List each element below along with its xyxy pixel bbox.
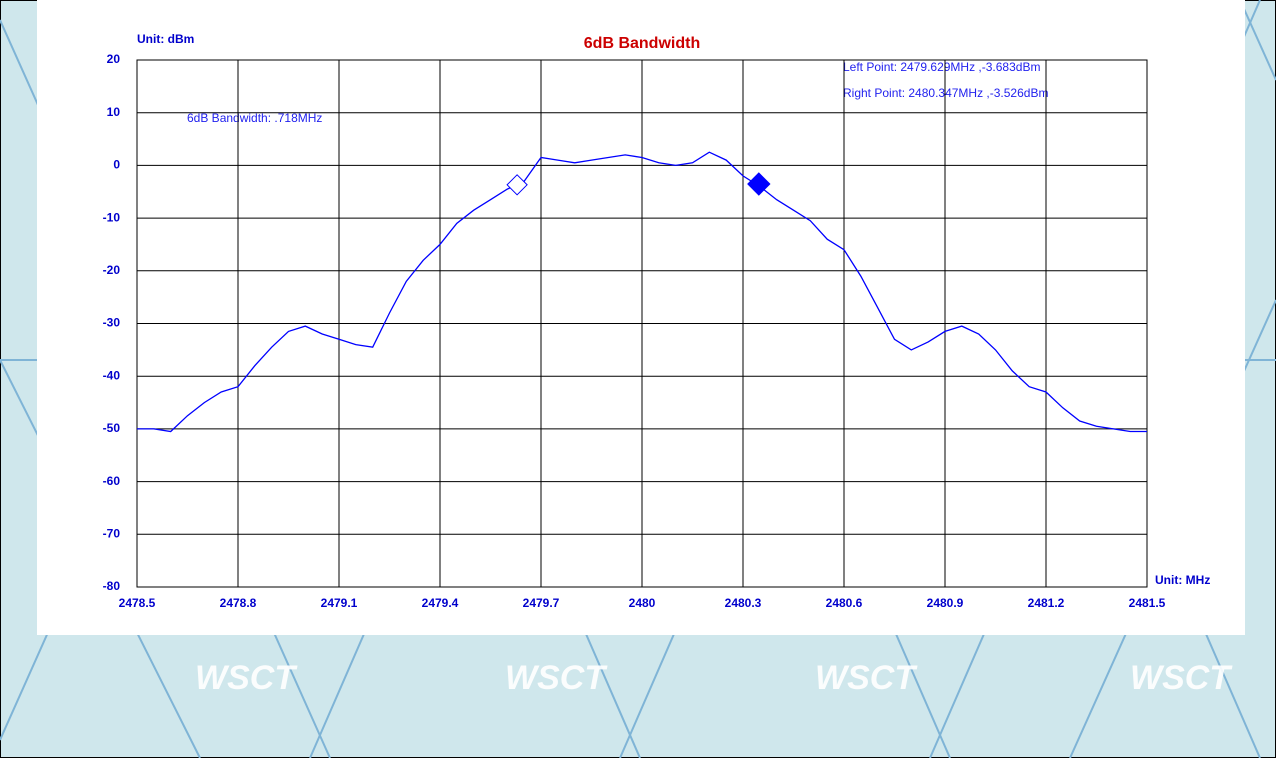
x-tick-label: 2480.3: [725, 596, 762, 610]
marker: [747, 172, 771, 196]
y-unit: Unit: dBm: [137, 32, 194, 46]
chart-panel: [37, 0, 1245, 635]
x-tick-label: 2481.5: [1129, 596, 1166, 610]
y-tick-label: -80: [103, 579, 121, 593]
x-tick-label: 2481.2: [1028, 596, 1065, 610]
right-point-note: Right Point: 2480.347MHz ,-3.526dBm: [843, 86, 1048, 100]
y-tick-label: 20: [107, 52, 121, 66]
chart-title: 6dB Bandwidth: [584, 35, 700, 52]
x-tick-label: 2479.1: [321, 596, 358, 610]
x-tick-label: 2480.6: [826, 596, 863, 610]
y-tick-label: -50: [103, 421, 121, 435]
watermark: WSCT: [505, 659, 608, 697]
y-tick-label: -40: [103, 368, 121, 382]
y-tick-label: 10: [107, 105, 121, 119]
left-point-note: Left Point: 2479.629MHz ,-3.683dBm: [843, 60, 1040, 74]
x-unit: Unit: MHz: [1155, 573, 1210, 587]
bandwidth-note: 6dB Bandwidth: .718MHz: [187, 111, 322, 125]
y-tick-label: -70: [103, 526, 121, 540]
y-tick-label: -60: [103, 474, 121, 488]
watermark: WSCT: [1130, 659, 1233, 697]
x-tick-label: 2478.5: [119, 596, 156, 610]
x-tick-label: 2480.9: [927, 596, 964, 610]
y-tick-label: -20: [103, 263, 121, 277]
watermark: WSCT: [195, 659, 298, 697]
x-tick-label: 2479.4: [422, 596, 459, 610]
x-tick-label: 2478.8: [220, 596, 257, 610]
trace: [137, 151, 1147, 433]
watermark: WSCT: [815, 659, 918, 697]
marker: [506, 174, 528, 196]
y-tick-label: -30: [103, 316, 121, 330]
y-tick-label: 0: [113, 158, 120, 172]
x-tick-label: 2479.7: [523, 596, 560, 610]
x-tick-label: 2480: [629, 596, 656, 610]
y-tick-label: -10: [103, 210, 121, 224]
